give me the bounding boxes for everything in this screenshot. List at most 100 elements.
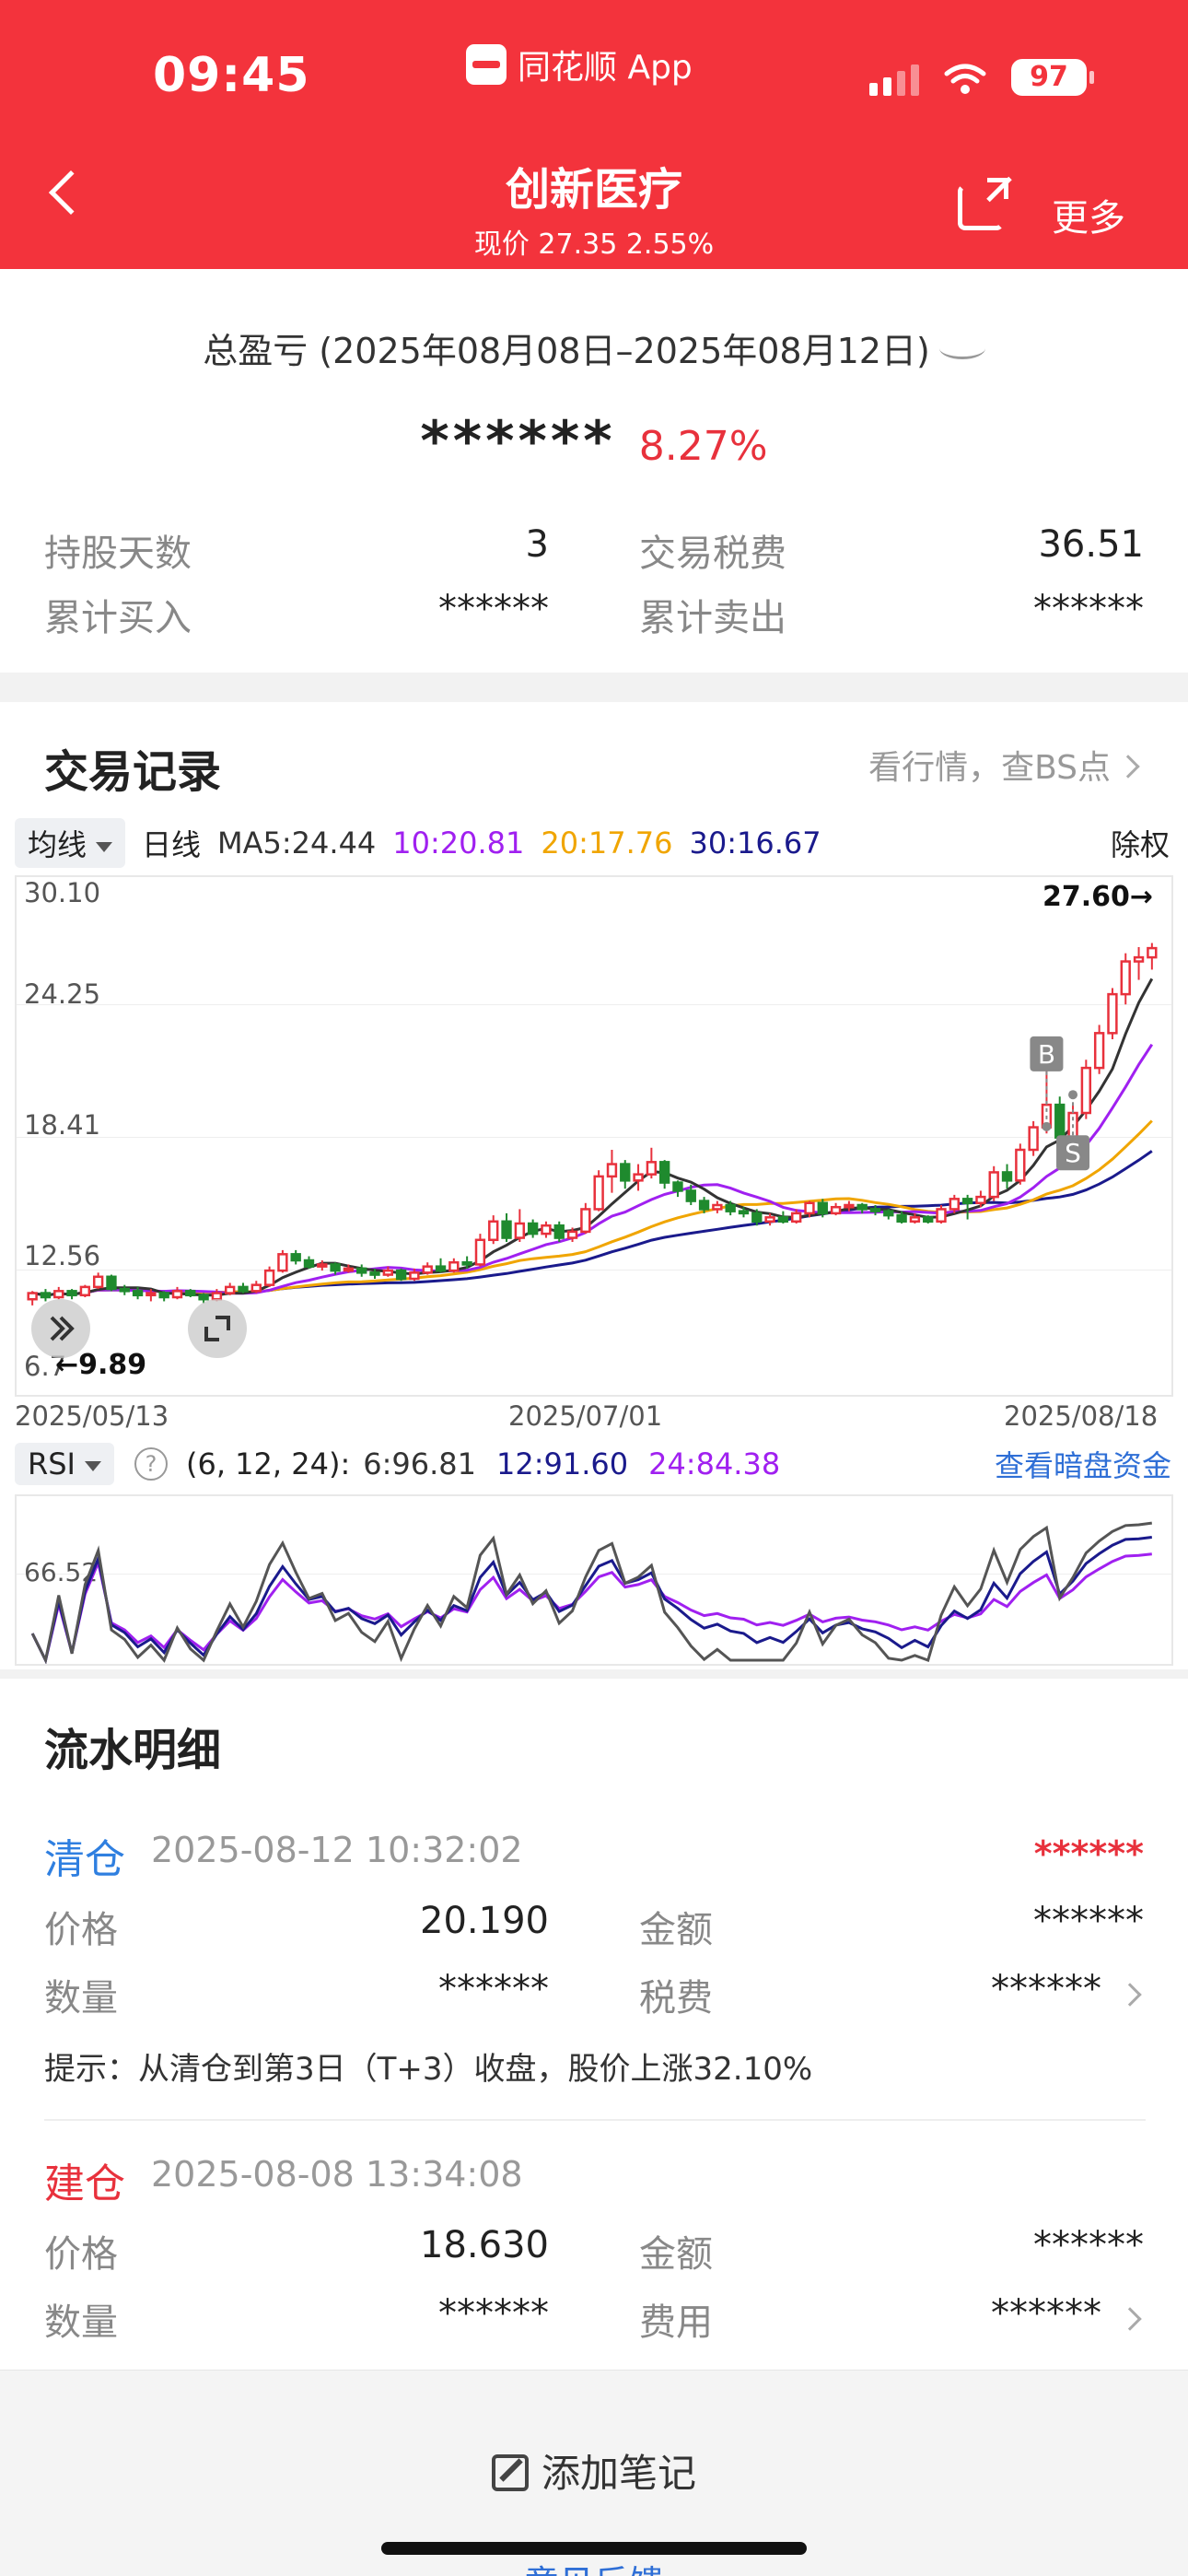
- app-header: 09:45 同花顺 App 97 创新医疗 现价 27.35 2.55% 更多: [0, 0, 1188, 269]
- sell-marker-icon: [1056, 1135, 1090, 1171]
- rsi-chart[interactable]: 66.52: [15, 1494, 1173, 1666]
- period-daily[interactable]: 日线: [142, 827, 202, 862]
- more-button[interactable]: 更多: [1052, 197, 1125, 240]
- candle-body: [541, 1224, 552, 1235]
- candle-body: [1080, 1066, 1092, 1115]
- candle-body: [672, 1181, 683, 1192]
- ma-selector[interactable]: 均线: [15, 818, 126, 868]
- amount-label: 金额: [639, 1909, 713, 1951]
- cellular-signal-icon: [869, 64, 919, 96]
- candle-body: [40, 1292, 52, 1299]
- status-icons: 97: [869, 59, 1094, 96]
- share-icon[interactable]: [958, 178, 1008, 230]
- candle-body: [317, 1263, 328, 1268]
- candle-body: [988, 1171, 999, 1199]
- profit-title: 总盈亏 (2025年08月08日–2025年08月12日): [203, 331, 930, 371]
- rsi12-line: [30, 1536, 1152, 1664]
- add-note-label: 添加笔记: [541, 2451, 696, 2496]
- candle-body: [883, 1210, 894, 1217]
- ma-selector-label: 均线: [28, 827, 87, 862]
- candle-body: [949, 1198, 960, 1211]
- candle-body: [422, 1265, 433, 1274]
- candle-body: [817, 1201, 828, 1215]
- candle-body: [343, 1267, 355, 1272]
- candle-body: [830, 1205, 842, 1215]
- expand-chart-button[interactable]: [188, 1299, 247, 1358]
- candle-body: [171, 1290, 183, 1299]
- expand-icon: [204, 1316, 230, 1341]
- status-app-name: 同花顺 App: [518, 49, 693, 87]
- ma5-line: [31, 978, 1154, 1297]
- add-note-button[interactable]: 添加笔记: [0, 2442, 1188, 2499]
- x-date-mid: 2025/07/01: [508, 1400, 663, 1432]
- buy-total-label: 累计买入: [44, 597, 192, 639]
- entry-time: 2025-08-08 13:34:08: [151, 2154, 523, 2195]
- sell-marker-dot: [1068, 1090, 1078, 1100]
- rsi6-line: [30, 1521, 1152, 1664]
- candle-body: [646, 1161, 658, 1176]
- home-indicator[interactable]: [381, 2542, 807, 2555]
- candle-body: [146, 1292, 157, 1297]
- candle-body: [698, 1200, 710, 1211]
- page-title: 创新医疗: [505, 164, 682, 216]
- scroll-left-button[interactable]: [31, 1299, 90, 1358]
- candle-body: [553, 1224, 565, 1239]
- hold-days-label: 持股天数: [44, 533, 192, 575]
- candle-body: [250, 1283, 262, 1293]
- y-tick-label: 30.10: [24, 877, 101, 908]
- dropdown-arrow-icon: [96, 841, 113, 852]
- chevron-right-icon[interactable]: [1118, 2307, 1142, 2331]
- indicator-selector[interactable]: RSI: [15, 1443, 114, 1485]
- candle-body: [1133, 955, 1145, 963]
- candle-body: [923, 1216, 934, 1224]
- feedback-link[interactable]: 意见反馈: [0, 2555, 1188, 2576]
- view-market-link-label: 看行情，查BS点: [868, 749, 1111, 787]
- candle-body: [580, 1208, 591, 1234]
- adjust-toggle[interactable]: 除权: [1110, 827, 1170, 862]
- candle-body: [303, 1259, 315, 1268]
- candle-body: [514, 1222, 526, 1239]
- bottom-bar: 添加笔记 意见反馈: [0, 2370, 1188, 2576]
- candle-body: [225, 1285, 236, 1294]
- candle-body: [27, 1292, 38, 1301]
- amount-value: ******: [1033, 2224, 1144, 2266]
- view-market-link[interactable]: 看行情，查BS点: [868, 741, 1140, 789]
- candle-body: [1054, 1103, 1066, 1139]
- candle-body: [277, 1253, 288, 1272]
- tax-value: 36.51: [1038, 523, 1144, 566]
- candle-body: [909, 1216, 921, 1224]
- eye-closed-icon[interactable]: [938, 337, 985, 359]
- status-app-indicator[interactable]: 同花顺 App: [466, 41, 693, 88]
- candle-body: [263, 1269, 275, 1286]
- chevron-right-icon[interactable]: [1118, 1983, 1142, 2007]
- candle-body: [409, 1271, 420, 1281]
- help-icon[interactable]: ?: [134, 1447, 168, 1481]
- dark-pool-link[interactable]: 查看暗盘资金: [994, 1448, 1171, 1483]
- candle-body: [185, 1290, 196, 1297]
- candle-body: [936, 1208, 947, 1224]
- buy-marker-dot: [1042, 1121, 1052, 1131]
- ma10-value: 10:20.81: [392, 825, 525, 861]
- candle-body: [488, 1220, 499, 1242]
- candle-body: [1147, 946, 1158, 959]
- candle-body: [869, 1208, 881, 1212]
- candle-body: [158, 1292, 169, 1299]
- ma30-value: 30:16.67: [689, 825, 821, 861]
- double-chevron-icon: [50, 1316, 75, 1341]
- fee-value[interactable]: ******: [991, 2292, 1101, 2335]
- edit-note-icon: [491, 2453, 529, 2491]
- profit-title-row: 总盈亏 (2025年08月08日–2025年08月12日): [0, 322, 1188, 373]
- candle-body: [633, 1173, 644, 1182]
- candle-body: [198, 1294, 209, 1301]
- entry-time: 2025-08-12 10:32:02: [151, 1830, 523, 1870]
- profit-summary-card: 总盈亏 (2025年08月08日–2025年08月12日) ****** 8.2…: [0, 269, 1188, 673]
- candle-body: [448, 1260, 460, 1272]
- fee-value[interactable]: ******: [991, 1968, 1101, 2010]
- candle-body: [238, 1285, 249, 1293]
- wifi-icon: [944, 64, 986, 94]
- sell-marker-label: S: [1065, 1138, 1081, 1168]
- qty-value: ******: [438, 2292, 549, 2335]
- qty-label: 数量: [44, 1977, 118, 2020]
- profit-values: ****** 8.27%: [0, 409, 1188, 474]
